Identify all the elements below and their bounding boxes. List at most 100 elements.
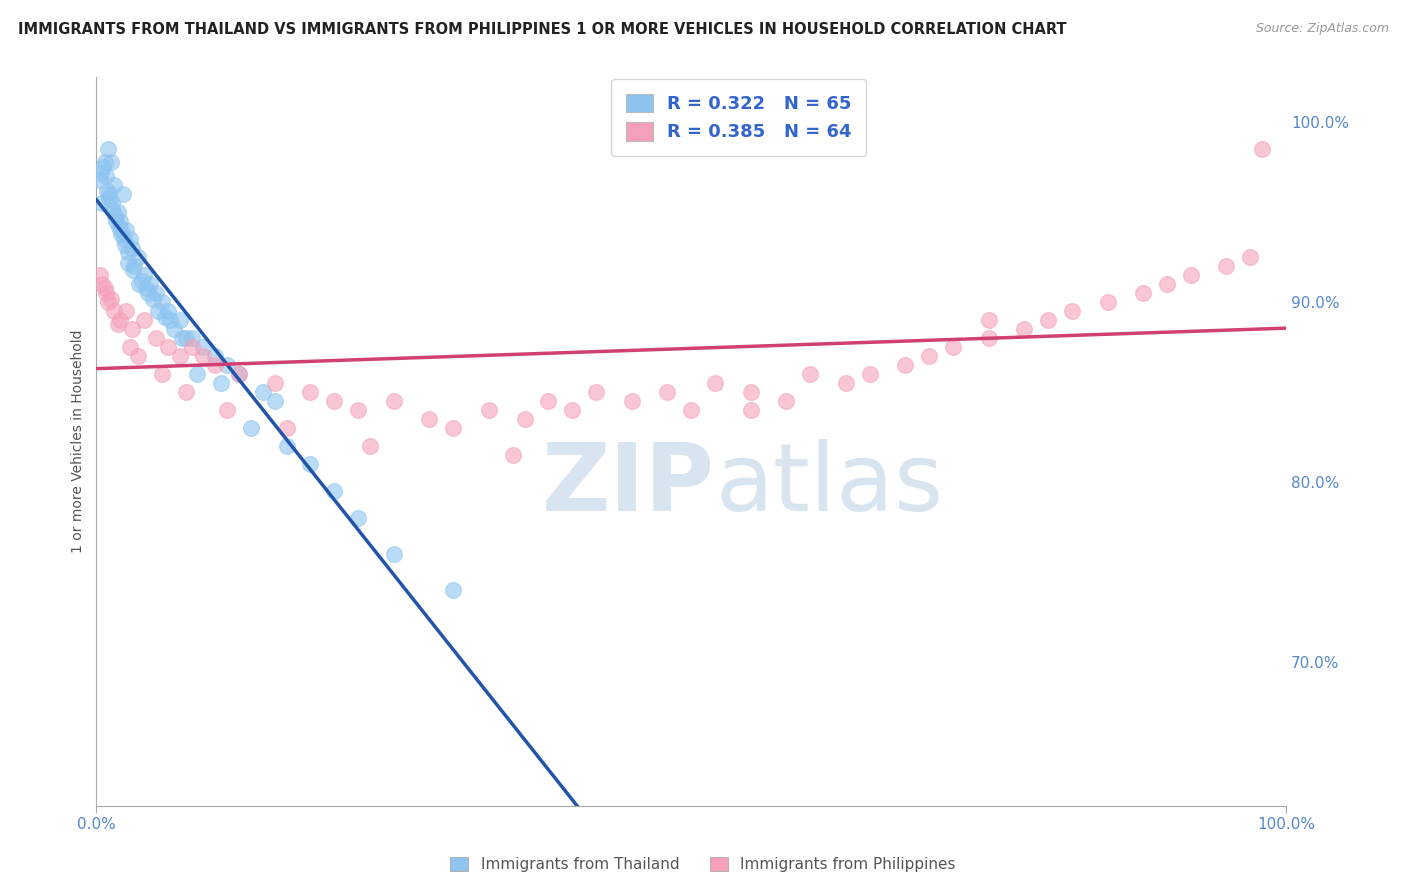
Point [121,241,143,255]
Point [537,394,560,409]
Point [382,547,405,561]
Point [299,385,322,400]
Point [977,313,1000,327]
Text: Source: ZipAtlas.com: Source: ZipAtlas.com [1256,22,1389,36]
Point [89,268,111,283]
Point [263,376,285,390]
Point [163,322,186,336]
Point [347,511,370,525]
Point [193,340,215,354]
Point [100,155,122,169]
Point [148,304,170,318]
Point [142,292,165,306]
Point [107,317,129,331]
Point [156,340,179,354]
Point [103,304,125,318]
Point [359,439,381,453]
Point [775,394,797,409]
Text: atlas: atlas [714,439,943,532]
Point [108,219,131,234]
Point [110,223,132,237]
Point [1036,313,1059,327]
Point [93,155,115,169]
Point [942,340,965,354]
Point [1251,142,1274,156]
Point [174,331,197,345]
Point [156,304,179,318]
Point [894,358,917,372]
Point [858,367,880,381]
Point [135,281,157,295]
Point [585,385,607,400]
Point [382,394,405,409]
Point [681,403,703,417]
Point [170,331,193,345]
Point [97,142,120,156]
Point [1156,277,1178,292]
Point [228,367,250,381]
Point [918,349,941,363]
Point [89,173,111,187]
Point [108,313,131,327]
Point [276,421,298,435]
Point [478,403,501,417]
Point [90,166,112,180]
Point [799,367,821,381]
Point [1012,322,1035,336]
Point [98,191,121,205]
Point [100,292,122,306]
Legend: R = 0.322   N = 65, R = 0.385   N = 64: R = 0.322 N = 65, R = 0.385 N = 64 [612,79,866,156]
Point [155,310,177,324]
Point [127,250,149,264]
Point [117,244,139,259]
Point [97,295,120,310]
Point [204,358,226,372]
Text: IMMIGRANTS FROM THAILAND VS IMMIGRANTS FROM PHILIPPINES 1 OR MORE VEHICLES IN HO: IMMIGRANTS FROM THAILAND VS IMMIGRANTS F… [18,22,1067,37]
Point [186,367,208,381]
Point [193,349,215,363]
Point [110,227,132,241]
Point [121,322,143,336]
Point [94,169,117,184]
Point [117,255,139,269]
Point [91,196,114,211]
Point [1060,304,1083,318]
Point [204,349,226,363]
Point [1180,268,1202,283]
Point [101,202,124,216]
Point [323,483,346,498]
Point [169,349,191,363]
Point [122,262,145,277]
Point [107,205,129,219]
Point [114,237,136,252]
Point [93,161,115,175]
Point [131,274,153,288]
Point [835,376,858,390]
Point [217,403,239,417]
Point [561,403,583,417]
Point [217,358,239,372]
Point [502,448,524,462]
Point [139,277,162,292]
Point [323,394,346,409]
Point [104,214,127,228]
Point [169,313,191,327]
Point [132,268,155,283]
Point [124,259,146,273]
Point [104,209,127,223]
Point [252,385,274,400]
Point [97,187,120,202]
Point [159,313,181,327]
Point [1097,295,1119,310]
Point [740,385,762,400]
Point [441,421,464,435]
Point [228,367,250,381]
Point [240,421,263,435]
Point [128,277,150,292]
Point [299,457,322,471]
Point [118,232,141,246]
Point [513,412,536,426]
Point [150,295,173,310]
Point [441,582,464,597]
Point [91,277,114,292]
